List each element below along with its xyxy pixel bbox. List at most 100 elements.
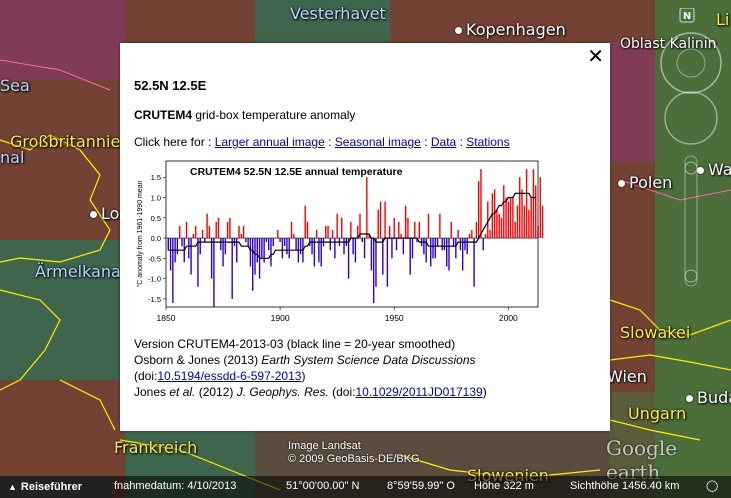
map-label-budapest: Budap [686,388,731,407]
triangle-up-icon: ▲ [8,482,17,492]
map-label-london: Lo [90,204,119,223]
bar-1895 [267,238,270,251]
bar-2014 [539,177,541,239]
bar-1974 [448,238,450,271]
bar-2002 [512,197,514,239]
bar-1855 [176,238,179,255]
bar-1993 [491,193,494,239]
larger-annual-image-link[interactable]: Larger annual image [214,135,325,149]
y-tick-label--1: -1.0 [148,275,161,284]
bar-1948 [388,225,391,239]
bar-1996 [498,213,500,239]
y-tick-label--0.5: -0.5 [148,254,161,263]
bar-1940 [370,238,373,271]
zoom-slider[interactable] [684,155,698,287]
jones-doi-link[interactable]: 10.1029/2011JD017139 [355,385,483,399]
bar-1887 [249,238,252,267]
bar-1982 [466,238,468,255]
bar-1949 [391,238,393,259]
bar-2009 [528,209,530,239]
bar-2007 [523,205,526,239]
city-marker-icon [90,211,97,218]
bar-1903 [286,238,288,255]
bar-1987 [477,181,480,239]
bar-1878 [229,217,231,239]
bar-1923 [331,229,334,239]
balloon-subtitle: CRUTEM4 grid-box temperature anomaly [134,108,355,122]
bar-1957 [409,238,411,275]
bar-1853 [172,238,174,303]
bar-1867 [204,238,206,243]
bar-1921 [327,225,329,239]
bar-1946 [384,201,386,239]
bar-1966 [430,238,432,267]
bar-2000 [507,201,510,239]
elevation-readout: Höhe 322 m [474,480,534,492]
x-tick-label-1850: 1850 [157,313,176,323]
bar-1928 [343,238,345,255]
y-tick-label-1: 1.0 [151,194,161,203]
bar-1866 [201,229,204,239]
bar-1937 [363,238,366,259]
bar-1893 [263,238,265,263]
status-ring-icon: ◯ [706,480,719,492]
bar-1970 [439,213,441,239]
bar-1952 [398,221,400,239]
bar-1991 [487,201,489,239]
bar-1920 [325,225,327,239]
bar-1951 [395,238,398,251]
bar-1979 [459,238,462,251]
bar-1909 [299,238,302,255]
seasonal-image-link[interactable]: Seasonal image [334,135,421,149]
map-label-nal: nal [0,148,25,167]
map-label-vesterhavet: Vesterhavet [290,4,386,23]
osborn-doi-link[interactable]: 10.5194/essdd-6-597-2013 [157,369,302,383]
bar-1972 [443,238,446,251]
stations-link[interactable]: Stations [466,135,510,149]
bar-1932 [352,238,354,255]
bar-1894 [265,238,268,243]
bar-1877 [226,221,229,239]
bar-2004 [516,205,519,239]
bar-1886 [247,238,249,247]
temperature-chart: 1850 1900 1950 2000 1.5 1.0 0.5 0.0 -0.5 -1.0 -1.5… [136,160,544,323]
map-label-li: Li [716,10,730,29]
x-tick-label-1950: 1950 [385,313,404,323]
longitude-readout: 8°59'59.99" O [387,480,455,492]
osborn-doi: (doi:10.5194/essdd-6-597-2013) [134,369,306,383]
bar-1879 [231,238,233,299]
bar-1851 [167,238,169,251]
bar-1861 [190,238,192,275]
bar-1899 [277,229,279,239]
bar-1901 [281,238,284,259]
bar-1881 [236,238,238,263]
bar-1995 [496,209,498,239]
close-icon[interactable]: ✕ [587,44,604,68]
compass-icon[interactable]: N [679,8,695,23]
bar-2010 [530,197,532,239]
bar-1989 [482,238,484,251]
bar-1860 [188,238,190,259]
move-joystick-icon[interactable] [664,91,718,145]
plot-frame [165,160,539,308]
latitude-readout: 51°00'00.00" N [286,480,360,492]
bar-2012 [535,185,537,239]
bar-1975 [450,221,452,239]
y-tick-label-1.5: 1.5 [151,173,161,182]
bar-1916 [315,229,318,239]
bar-1859 [185,221,188,239]
imagery-date: fnahmedatum: 4/10/2013 [114,480,237,492]
bar-2008 [525,169,528,239]
jones-reference: Jones et al. (2012) J. Geophys. Res. (do… [134,385,487,399]
look-joystick-icon[interactable] [660,32,722,94]
navigation-controls[interactable]: N [655,8,727,308]
bar-2015 [541,205,544,239]
tour-guide-button[interactable]: ▲ Reiseführer [0,476,112,498]
data-link[interactable]: Data [430,135,457,149]
bar-1922 [329,238,332,251]
bar-1934 [356,225,359,239]
map-label-frankreich: Frankreich [114,438,198,457]
bar-1944 [379,201,382,239]
y-tick-label-0.5: 0.5 [151,214,161,223]
map-label-ungarn: Ungarn [628,404,687,423]
